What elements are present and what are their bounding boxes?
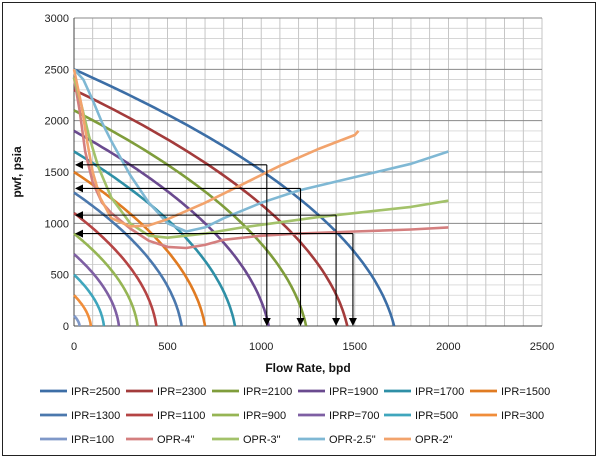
grid bbox=[73, 17, 543, 327]
legend-label: IPR=2300 bbox=[157, 386, 206, 398]
legend-label: IPR=100 bbox=[71, 434, 114, 446]
legend-label: IPR=1500 bbox=[501, 386, 550, 398]
legend-label: IPR=900 bbox=[243, 410, 286, 422]
x-tick-label: 1500 bbox=[343, 341, 367, 353]
series bbox=[72, 68, 449, 328]
legend-label: IPR=500 bbox=[415, 410, 458, 422]
ipr-curve bbox=[73, 88, 349, 327]
y-tick-label: 2000 bbox=[45, 116, 69, 128]
ipr-curve bbox=[72, 314, 81, 328]
intersection-arrows bbox=[75, 160, 357, 326]
x-tick-label: 500 bbox=[158, 341, 176, 353]
y-tick-label: 3000 bbox=[45, 13, 69, 25]
ipr-curve bbox=[73, 273, 106, 327]
x-tick-label: 2000 bbox=[436, 341, 460, 353]
y-axis-title: pwf, psia bbox=[10, 146, 24, 198]
opr-curve bbox=[72, 77, 449, 239]
x-axis-title: Flow Rate, bpd bbox=[265, 361, 350, 375]
ipr-curve bbox=[73, 294, 93, 327]
legend-label: IPR=1100 bbox=[157, 410, 205, 422]
legend-label: OPR-3" bbox=[243, 434, 281, 446]
opr-curve bbox=[72, 69, 360, 228]
ipr-curve bbox=[73, 150, 237, 327]
legend-label: IPR=300 bbox=[501, 410, 544, 422]
legend-label: IPR=2100 bbox=[243, 386, 292, 398]
legend-label: IPR=1900 bbox=[329, 386, 378, 398]
y-tick-label: 1500 bbox=[45, 167, 69, 179]
legend-label: IPRP=700 bbox=[329, 410, 379, 422]
ipr-curve bbox=[73, 109, 308, 327]
x-tick-label: 2500 bbox=[530, 341, 554, 353]
tick-labels: 0 500 1000 1500 2000 2500 3000 0 500 1000 1500 2000… bbox=[45, 13, 555, 353]
legend-label: OPR-2.5" bbox=[329, 434, 376, 446]
legend-label: IPR=1300 bbox=[71, 410, 120, 422]
opr-curve bbox=[73, 68, 449, 233]
ipr-curve bbox=[73, 68, 396, 327]
opr-curve bbox=[72, 77, 449, 250]
legend-label: IPR=2500 bbox=[71, 386, 120, 398]
y-tick-label: 2500 bbox=[45, 64, 69, 76]
y-tick-label: 1000 bbox=[45, 218, 69, 230]
legend-label: IPR=1700 bbox=[415, 386, 464, 398]
legend-label: OPR-2" bbox=[415, 434, 453, 446]
ipr-curve bbox=[73, 129, 270, 327]
legend-label: OPR-4" bbox=[157, 434, 195, 446]
x-tick-label: 1000 bbox=[249, 341, 273, 353]
legend: IPR=2500 IPR=2300 IPR=2100 IPR=1900 IPR=1700… bbox=[40, 386, 550, 446]
ipr-curve bbox=[73, 253, 121, 327]
y-tick-label: 500 bbox=[51, 270, 69, 282]
y-tick-label: 0 bbox=[63, 321, 69, 333]
ipr-curve bbox=[73, 212, 158, 327]
ipr-curve bbox=[73, 232, 139, 327]
x-tick-label: 0 bbox=[71, 341, 77, 353]
